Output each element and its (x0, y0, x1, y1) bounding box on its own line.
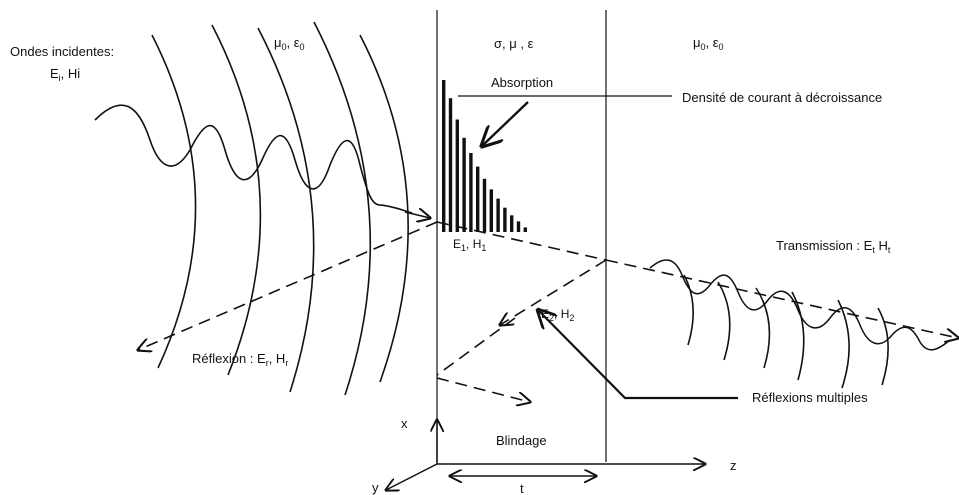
absorption-bar (469, 153, 473, 232)
multiple-reflection-line-1 (500, 259, 607, 325)
shield-properties-label: σ, μ , ε (494, 36, 534, 51)
thickness-label: t (520, 481, 524, 495)
wavefront-arc-1 (151, 34, 197, 369)
absorption-bar (442, 80, 446, 232)
medium-right-label: μ0, ε0 (693, 35, 724, 52)
absorption-bar (503, 207, 507, 232)
axis-y-line (386, 463, 438, 490)
wavefront-arc-5 (359, 34, 409, 383)
transmitted-wavefronts (683, 274, 889, 389)
absorption-label: Absorption (491, 75, 553, 90)
absorption-bar (455, 119, 459, 232)
incident-fields-label: Ei, Hi (50, 66, 80, 83)
reflexion-label: Réflexion : Er, Hr (192, 351, 288, 368)
axis-z-label: z (730, 458, 737, 473)
axis-x-label: x (401, 416, 408, 431)
absorption-pointer (482, 101, 529, 146)
absorption-bar (448, 98, 453, 232)
transmitted-arc-2 (717, 281, 731, 361)
absorption-bar (462, 137, 466, 232)
absorption-bar (516, 221, 521, 232)
absorption-bar (476, 166, 480, 232)
reflected-wave-line (138, 221, 438, 350)
multiple-reflection-line-2 (436, 317, 516, 376)
absorption-bar (523, 227, 527, 232)
absorption-bar (496, 198, 500, 232)
e2-h2-label: E2, H2 (541, 307, 574, 323)
shield-label: Blindage (496, 433, 547, 448)
transmitted-wave (649, 259, 951, 351)
internal-path-line (436, 221, 607, 261)
absorption-bar (510, 215, 514, 232)
transmitted-arc-3 (755, 287, 771, 369)
transmitted-wave-line (605, 259, 958, 338)
multiple-reflection-line-3 (436, 377, 530, 402)
absorption-bar (482, 178, 487, 232)
transmission-label: Transmission : Et Ht (776, 238, 891, 255)
wavefront-arc-2 (211, 24, 262, 376)
absorption-bar (489, 189, 493, 232)
incident-arrow (404, 212, 430, 218)
transmitted-arc-6 (877, 307, 889, 386)
transmitted-arc-1 (683, 274, 694, 346)
incident-wavefronts (151, 21, 409, 396)
absorption-bars (442, 80, 527, 232)
medium-left-label: μ0, ε0 (274, 35, 305, 52)
multiple-reflections-pointer (538, 310, 738, 400)
incident-title-label: Ondes incidentes: (10, 44, 114, 59)
current-density-label: Densité de courant à décroissance (682, 90, 882, 105)
incident-wave (94, 104, 413, 214)
axis-y-label: y (372, 480, 379, 495)
coordinate-axes (386, 420, 705, 490)
multiple-reflections-label: Réflexions multiples (752, 390, 868, 405)
wavefront-arc-4 (313, 21, 372, 396)
wavefront-arc-3 (257, 27, 315, 393)
transmitted-arc-4 (791, 291, 805, 381)
e1-h1-label: E1, H1 (453, 237, 486, 253)
